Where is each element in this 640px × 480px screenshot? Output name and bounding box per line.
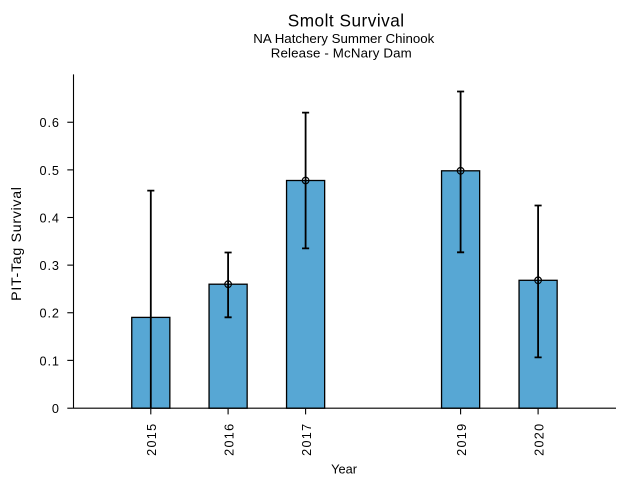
svg-text:2015: 2015 [145,422,159,455]
svg-text:2019: 2019 [455,422,469,455]
svg-text:0.2: 0.2 [40,307,60,321]
svg-text:0.4: 0.4 [40,211,60,225]
svg-text:0.1: 0.1 [40,354,60,368]
svg-text:2020: 2020 [532,422,546,455]
svg-text:Release - McNary Dam: Release - McNary Dam [271,45,412,60]
svg-text:NA Hatchery Summer Chinook: NA Hatchery Summer Chinook [253,31,434,46]
svg-text:PIT-Tag Survival: PIT-Tag Survival [9,186,25,301]
svg-text:0.3: 0.3 [40,259,60,273]
svg-text:0.6: 0.6 [40,116,60,130]
svg-text:Smolt Survival: Smolt Survival [288,11,405,31]
svg-text:0: 0 [52,402,60,416]
svg-text:0.5: 0.5 [40,164,60,178]
svg-text:Year: Year [331,462,358,477]
svg-text:2017: 2017 [300,422,314,455]
svg-text:2016: 2016 [222,422,236,455]
